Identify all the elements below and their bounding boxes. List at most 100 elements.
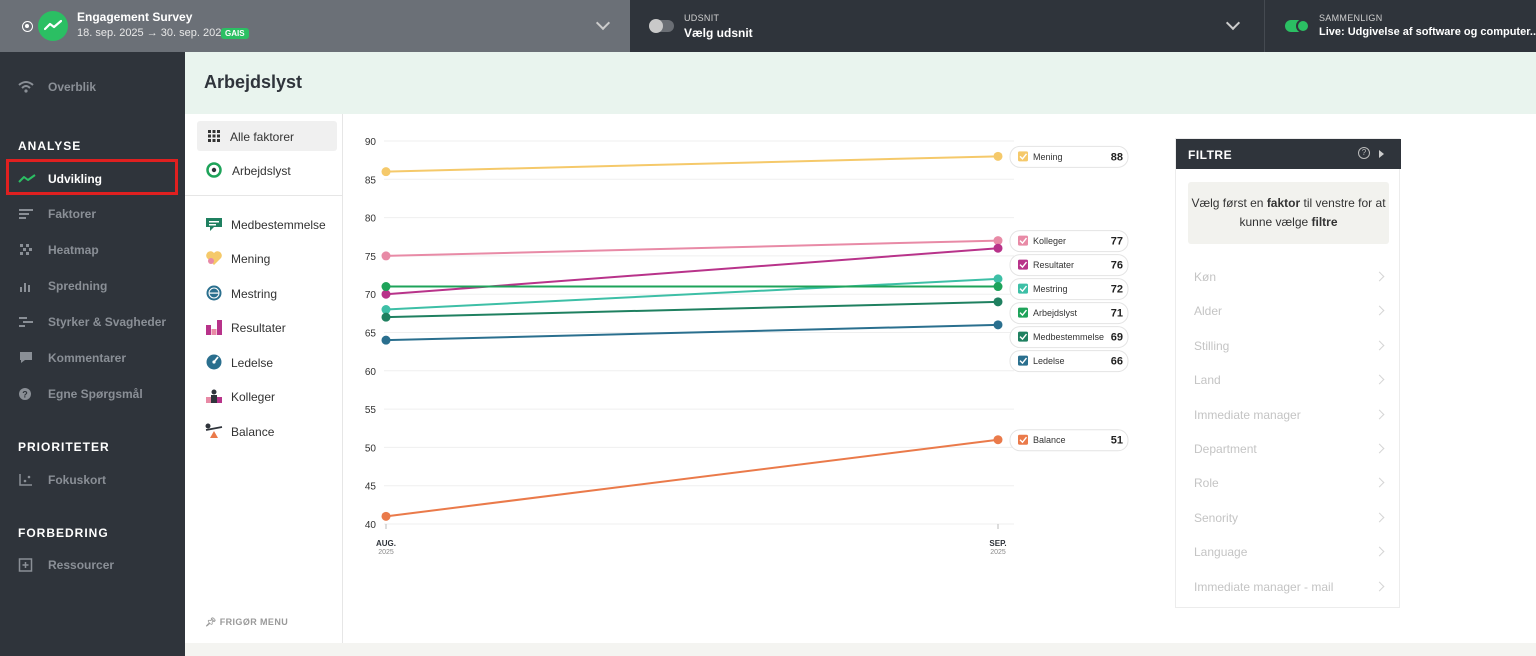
factor-arbejdslyst[interactable]: Arbejdslyst [197,155,337,185]
filter-item[interactable]: Language [1194,545,1248,560]
survey-selector[interactable]: Engagement Survey 18. sep. 2025 → 30. se… [0,0,630,52]
legend-checkbox[interactable] [1018,331,1028,342]
legend-value: 66 [1111,356,1123,368]
data-point [381,282,391,292]
unpin-menu-button[interactable]: 📌︎ FRIGØR MENU [205,617,288,628]
comment-icon [20,352,32,363]
factor-medbestemmelse[interactable]: Medbestemmelse [197,209,337,239]
legend-label: Balance [1033,435,1066,445]
legend-tag[interactable]: Medbestemmelse 69 [1009,326,1129,349]
filters-title: FILTRE [1188,148,1233,162]
chevron-down-icon[interactable] [595,15,611,31]
legend-checkbox[interactable] [1018,259,1028,270]
chevron-right-icon[interactable] [1374,374,1385,385]
factor-balance[interactable]: Balance [197,416,337,446]
legend-label: Mening [1033,152,1063,162]
people-icon [206,389,222,403]
filter-item[interactable]: Stilling [1194,338,1230,353]
filters-panel: FILTRE ? Vælg først en faktor til venstr… [1175,138,1401,608]
top-bar: Engagement Survey 18. sep. 2025 → 30. se… [0,0,1536,52]
check-icon [1019,153,1028,160]
chevron-right-icon[interactable] [1374,581,1385,592]
target-icon [206,162,222,178]
legend-tag-box [1009,145,1129,168]
chevron-right-icon[interactable] [1374,512,1385,523]
legend-label: Ledelse [1033,356,1065,366]
data-point [993,320,1003,330]
legend-checkbox[interactable] [1018,355,1028,366]
compare-toggle[interactable] [1285,19,1310,33]
filter-item[interactable]: Senority [1194,510,1239,525]
y-tick-label: 45 [365,482,377,493]
legend-label: Mestring [1033,284,1068,294]
filter-item[interactable]: Department [1194,442,1257,456]
sidebar-item-label: Faktorer [48,207,97,221]
factor-label: Ledelse [231,356,274,370]
legend-tag[interactable]: Balance 51 [1009,429,1129,452]
legend-checkbox[interactable] [1018,235,1028,246]
chevron-right-icon[interactable] [1374,271,1385,282]
chevron-right-icon[interactable] [1374,477,1385,488]
sidebar-item-udvikling[interactable]: Udvikling [6,159,178,195]
filter-item[interactable]: Immediate manager [1194,407,1301,422]
survey-dates: 18. sep. 2025 → 30. sep. 2025 [77,27,228,39]
filters-header: FILTRE ? [1176,139,1401,169]
legend-tag[interactable]: Resultater 76 [1009,254,1129,277]
collapse-icon[interactable] [1379,150,1384,158]
filter-item[interactable]: Role [1194,476,1219,491]
y-tick-label: 90 [365,137,377,148]
chevron-down-icon[interactable] [1225,15,1241,31]
compass-icon [206,354,222,370]
legend-checkbox[interactable] [1018,434,1028,445]
factor-resultater[interactable]: Resultater [197,312,337,342]
filters-hint: Vælg først en faktor til venstre for at … [1188,182,1389,244]
legend-value: 76 [1111,260,1123,272]
check-icon [1019,333,1028,341]
help-icon[interactable]: ? [1358,147,1370,159]
y-tick-label: 70 [365,290,377,301]
chevron-right-icon[interactable] [1374,443,1385,454]
filter-item[interactable]: Køn [1194,270,1217,284]
factor-label: Balance [231,425,275,439]
segment-toggle[interactable] [649,19,674,33]
chevron-right-icon[interactable] [1374,340,1385,351]
filter-item[interactable]: Alder [1194,304,1223,319]
factor-kolleger[interactable]: Kolleger [197,381,337,411]
filter-item[interactable]: Immediate manager - mail [1194,579,1334,594]
factor-mening[interactable]: Mening [197,243,337,273]
data-point [381,251,391,261]
legend-value: 88 [1111,151,1123,163]
question-icon: ? [19,388,31,400]
legend-label: Kolleger [1033,236,1066,246]
factor-ledelse[interactable]: Ledelse [197,347,337,377]
legend-value: 77 [1111,236,1123,248]
legend-tag[interactable]: Ledelse 66 [1009,350,1129,373]
chevron-right-icon[interactable] [1374,546,1385,557]
heart-icon [206,251,222,265]
svg-text:?: ? [22,390,28,400]
compare-label: SAMMENLIGN [1319,13,1383,23]
legend-tag[interactable]: Mening 88 [1009,145,1129,168]
legend-checkbox[interactable] [1018,307,1028,318]
factor-all[interactable]: Alle faktorer [197,121,337,151]
legend-checkbox[interactable] [1018,283,1028,294]
section-title-forbedring: FORBEDRING [18,526,109,540]
chevron-right-icon[interactable] [1374,305,1385,316]
sidebar-item-label: Kommentarer [48,351,127,365]
sidebar-item-label: Udvikling [48,172,103,186]
factor-mestring[interactable]: Mestring [197,278,337,308]
focus-map-icon [19,474,32,486]
legend-tag[interactable]: Mestring 72 [1009,278,1129,301]
legend-tag[interactable]: Kolleger 77 [1009,230,1129,253]
legend-tag[interactable]: Arbejdslyst 71 [1009,302,1129,325]
chevron-right-icon[interactable] [1374,409,1385,420]
radio-icon[interactable] [22,21,33,32]
pin-icon: 📌︎ [205,617,217,627]
section-title-prioriteter: PRIORITETER [18,440,110,454]
data-point [381,312,391,322]
filter-item[interactable]: Land [1194,373,1221,388]
gauge-icon [206,285,222,301]
factor-label: Mening [231,252,271,266]
sidebar-item-label: Egne Spørgsmål [48,387,143,401]
legend-checkbox[interactable] [1018,151,1028,162]
